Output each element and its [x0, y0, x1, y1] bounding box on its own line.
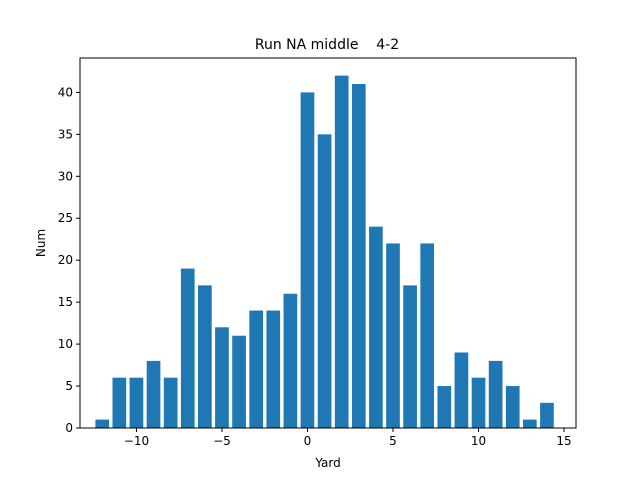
y-tick-label: 10: [58, 337, 73, 351]
bar--5: [215, 327, 229, 428]
plot-frame: [79, 57, 577, 429]
bar-1: [317, 134, 332, 428]
bar--10: [129, 377, 144, 428]
y-tick-label: 30: [58, 169, 73, 183]
y-tick-label: 40: [58, 85, 73, 99]
bar-5: [386, 243, 400, 428]
bar--8: [163, 377, 178, 428]
bar-11: [488, 360, 503, 428]
y-tick-label: 20: [58, 253, 73, 267]
x-tick-label: −10: [124, 434, 149, 448]
bar--2: [266, 310, 281, 428]
y-axis-ticks: 0 5 10 15 20 25 30 35 40: [58, 85, 80, 435]
bar-9: [454, 352, 469, 428]
y-tick-label: 25: [58, 211, 73, 225]
bar--12: [95, 419, 110, 428]
bar--4: [232, 335, 246, 428]
bar-4: [369, 226, 383, 428]
bar-13: [522, 419, 537, 428]
bar--9: [146, 360, 161, 428]
bars-group: [95, 75, 554, 429]
bar-8: [437, 386, 452, 428]
x-tick-label: −5: [213, 434, 231, 448]
bar-12: [505, 386, 520, 428]
bar--6: [198, 285, 212, 428]
bar--11: [112, 377, 127, 428]
bar-7: [420, 243, 435, 428]
bar-2: [334, 75, 349, 428]
bar--3: [249, 310, 264, 428]
bar-3: [351, 84, 366, 429]
x-tick-label: 15: [556, 434, 571, 448]
x-tick-label: 0: [304, 434, 312, 448]
y-tick-label: 5: [65, 379, 73, 393]
chart-title: Run NA middle 4-2: [255, 37, 399, 53]
bar-6: [403, 285, 417, 428]
y-axis-label: Num: [34, 229, 48, 257]
bar-10: [471, 377, 486, 428]
x-axis-label: Yard: [314, 456, 340, 470]
bar-14: [540, 402, 554, 428]
bar--7: [180, 268, 195, 428]
x-tick-label: 10: [471, 434, 486, 448]
x-tick-label: 5: [389, 434, 397, 448]
y-tick-label: 15: [58, 295, 73, 309]
bar-0: [300, 92, 315, 428]
y-tick-label: 35: [58, 127, 73, 141]
x-axis-ticks: −10 −5 0 5 10 15: [124, 428, 572, 448]
bar--1: [283, 293, 298, 428]
y-tick-label: 0: [65, 421, 73, 435]
